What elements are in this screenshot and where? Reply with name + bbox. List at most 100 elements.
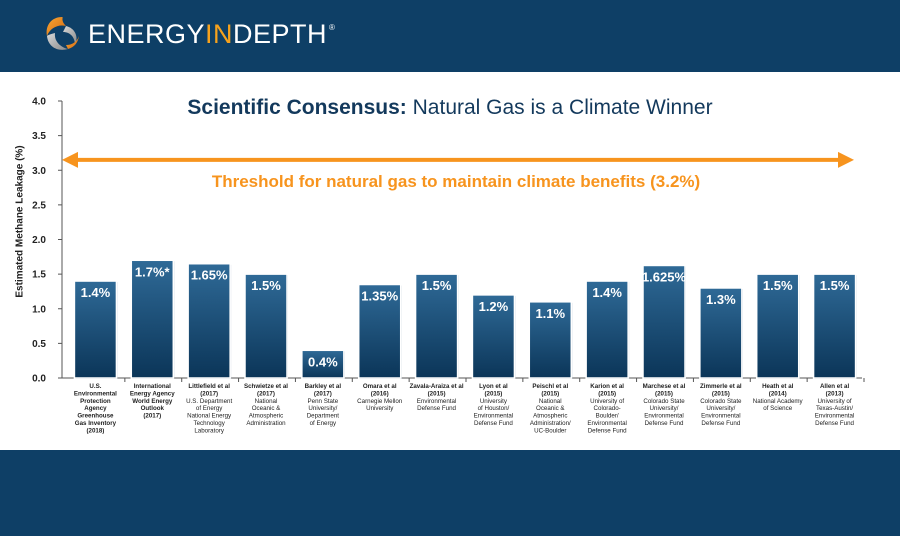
- bar-value-label: 1.2%: [479, 299, 509, 314]
- category-label-line: Environmental: [417, 398, 457, 405]
- category-label-line: of Science: [763, 405, 792, 412]
- category-label: Omara et al (2016) Carnegie Mellon Universi…: [357, 383, 403, 412]
- category-label-line: Oceanic &: [536, 405, 565, 412]
- y-tick-label: 3.0: [32, 166, 46, 177]
- category-label-line: Atmospheric: [249, 413, 283, 420]
- bar-value-label: 1.7%*: [135, 264, 171, 279]
- bar-value-label: 1.5%: [820, 278, 850, 293]
- category-label-line: Technology: [193, 420, 225, 427]
- bar: [471, 294, 516, 379]
- category-label-line: National: [539, 398, 562, 405]
- category-label-line: Laboratory: [194, 427, 224, 434]
- category-label-line: Defense Fund: [417, 405, 456, 412]
- category-label-line: (2017): [200, 390, 218, 397]
- category-label-line: of Houston/: [478, 405, 510, 412]
- category-label-line: University/: [650, 405, 679, 412]
- category-label-line: Carnegie Mellon: [357, 398, 403, 405]
- chart-title-rest: Natural Gas is a Climate Winner: [412, 96, 713, 119]
- logo-wordmark: ENERGY IN DEPTH ®: [88, 19, 335, 50]
- category-label-line: (2015): [484, 390, 502, 397]
- bar: [642, 264, 686, 379]
- category-label-line: Agency: [84, 405, 107, 412]
- category-label-line: Defense Fund: [474, 420, 513, 427]
- category-label-line: Lyon et al: [479, 383, 508, 390]
- bar: [812, 273, 857, 379]
- bar-value-label: 1.1%: [535, 306, 565, 321]
- category-label-line: Administration: [246, 420, 286, 427]
- category-label-line: International: [134, 383, 171, 390]
- logo-swirl-icon: [46, 17, 79, 50]
- bar: [244, 273, 288, 379]
- category-label: U.S. Environmental Protection Agency Greenho…: [74, 383, 117, 434]
- category-label-line: University of: [818, 398, 852, 405]
- bar-value-label: 1.5%: [422, 278, 452, 293]
- threshold-arrow-left: [62, 151, 78, 168]
- category-label-line: National Academy: [753, 398, 804, 405]
- y-tick-label: 0.5: [32, 339, 46, 350]
- bar: [357, 283, 402, 379]
- category-label-line: (2015): [712, 390, 730, 397]
- category-label-line: (2013): [826, 390, 844, 397]
- y-tick-label: 3.5: [32, 131, 46, 142]
- y-tick-label: 1.5: [32, 270, 46, 281]
- logo-word-in: IN: [205, 18, 234, 49]
- category-label-line: University of: [590, 398, 624, 405]
- category-label-line: (2015): [541, 390, 559, 397]
- bar-value-label: 1.4%: [81, 285, 111, 300]
- category-label-line: Omara et al: [363, 383, 397, 390]
- bar: [414, 273, 459, 379]
- category-label-line: Environmental: [701, 413, 741, 420]
- category-label-line: Defense Fund: [815, 420, 854, 427]
- category-label-line: Karion et al: [590, 383, 624, 390]
- logo-word-energy: ENERGY: [88, 18, 206, 49]
- category-label-line: (2017): [314, 390, 332, 397]
- category-label: Zavala-Araiza et al (2015) Environmental De…: [410, 383, 464, 412]
- category-label: Schwietze et al (2017) National Oceanic & At…: [244, 383, 288, 427]
- category-label-line: Marchese et al: [643, 383, 686, 390]
- category-label-line: Outlook: [141, 405, 165, 412]
- y-tick-label: 0.0: [32, 374, 46, 385]
- category-label-line: (2017): [257, 390, 275, 397]
- category-label: Peischl et al (2015) National Oceanic & Atmo…: [530, 383, 571, 434]
- category-label-line: Boulder/: [596, 413, 619, 420]
- category-label-line: Littlefield et al: [188, 383, 230, 390]
- category-label-line: Colorado-: [594, 405, 621, 412]
- chart-title: Scientific Consensus: Natural Gas is a C…: [0, 96, 900, 120]
- threshold-label: Threshold for natural gas to maintain cl…: [211, 172, 701, 191]
- category-label-line: Administration/: [530, 420, 571, 427]
- category-label: Allen et al (2013) University of Texas-Aust…: [815, 383, 855, 427]
- category-label: Karion et al (2015) University of Colorado-…: [587, 383, 627, 434]
- category-label-line: Defense Fund: [701, 420, 740, 427]
- category-label-line: Environmental: [74, 390, 117, 397]
- category-label-line: (2015): [428, 390, 446, 397]
- category-label-line: (2018): [86, 427, 104, 434]
- category-label-line: Oceanic &: [252, 405, 281, 412]
- bar-value-label: 1.625%: [642, 269, 687, 284]
- bar-value-label: 1.4%: [592, 285, 622, 300]
- category-label-line: Atmospheric: [533, 413, 567, 420]
- category-label-line: Department: [307, 413, 340, 420]
- category-label-line: Gas Inventory: [75, 420, 117, 427]
- category-label-line: Zimmerle et al: [700, 383, 742, 390]
- category-label-line: Allen et al: [820, 383, 850, 390]
- energy-in-depth-logo[interactable]: ENERGY IN DEPTH ®: [42, 12, 335, 56]
- category-label-line: of Energy: [310, 420, 337, 427]
- category-label-line: U.S.: [89, 383, 101, 390]
- category-label-line: Environmental: [474, 413, 514, 420]
- category-label-line: Heath et al: [762, 383, 794, 390]
- category-label-line: U.S. Department: [186, 398, 232, 405]
- threshold-arrow-right: [838, 151, 854, 168]
- bar: [301, 349, 345, 379]
- category-label-line: University: [480, 398, 508, 405]
- category-label: Marchese et al (2015) Colorado State Univer…: [643, 383, 686, 427]
- category-label-line: Texas-Austin/: [816, 405, 853, 412]
- y-tick-label: 4.0: [32, 97, 46, 108]
- logo-word-depth: DEPTH: [233, 18, 328, 49]
- category-label-line: (2014): [769, 390, 787, 397]
- category-label: Lyon et al (2015) University of Houston/Env…: [474, 383, 514, 427]
- bar-value-label: 1.65%: [191, 268, 228, 283]
- category-label-line: National: [255, 398, 278, 405]
- category-label-line: Zavala-Araiza et al: [410, 383, 464, 390]
- category-label-line: Protection: [80, 398, 111, 405]
- category-label: International Energy Agency World Energy Ou…: [130, 383, 175, 420]
